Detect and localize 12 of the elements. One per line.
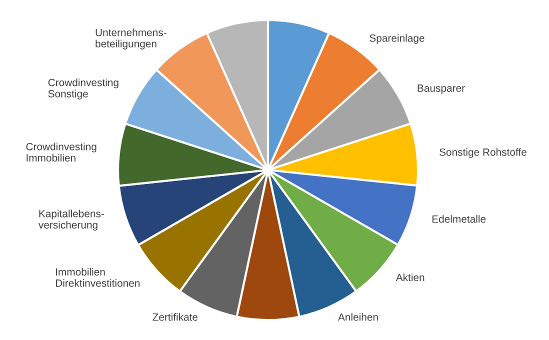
slice-label: Crowdinvesting Sonstige xyxy=(48,78,118,100)
slice-label: Anleihen xyxy=(338,313,378,321)
slice-label: Aktien xyxy=(396,273,424,282)
slice-label: Edelmetalle xyxy=(432,215,486,223)
slice-label: Crowdinvesting Immobilien xyxy=(26,142,96,162)
slice-label: Kapitallebens- versicherung xyxy=(38,210,104,231)
slice-label: Bausparer xyxy=(418,84,465,94)
slice-label: Spareinlage xyxy=(370,34,424,44)
slice-label: Immobilien Direktinvestitionen xyxy=(56,268,140,287)
slice-label: Zertifikate xyxy=(152,313,198,321)
slice-label: Unternehmens- beteiligungen xyxy=(96,28,166,50)
slice-label: Sonstige Rohstoffe xyxy=(440,148,526,158)
